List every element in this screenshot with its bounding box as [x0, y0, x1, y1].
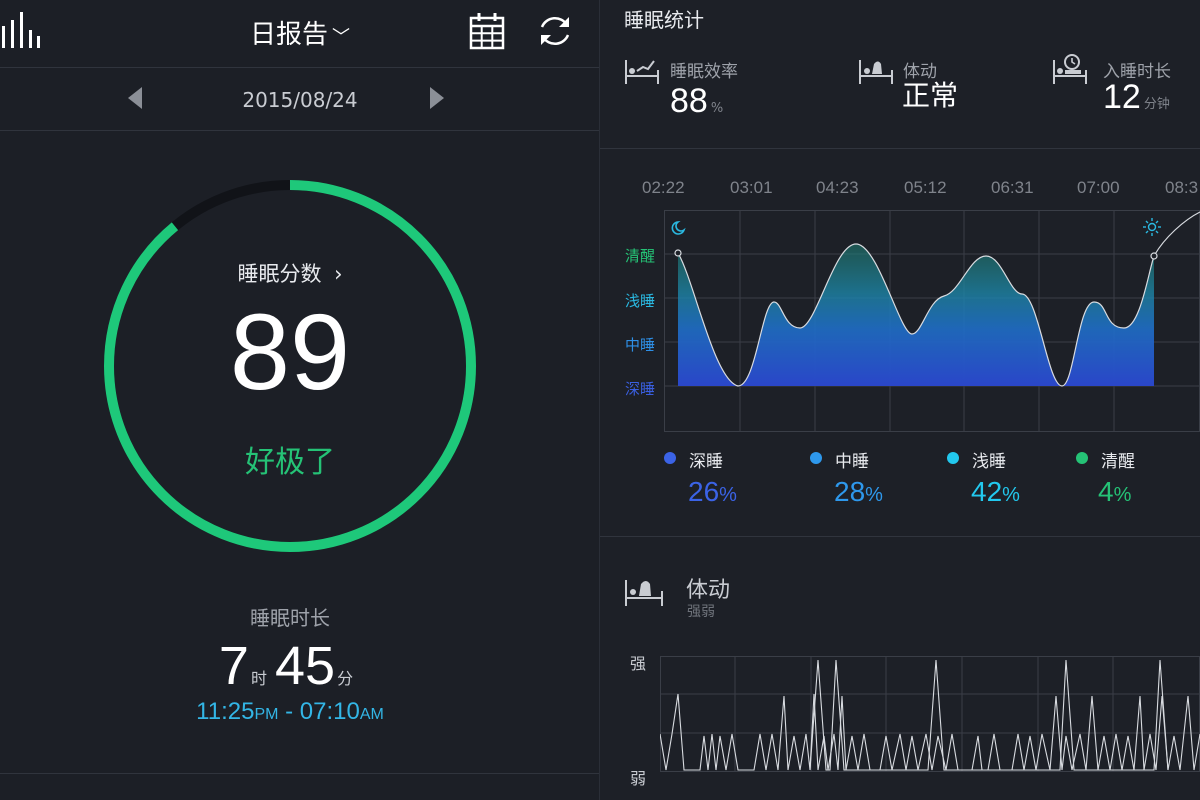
- legend-dot-light: [947, 452, 959, 464]
- time-separator: -: [278, 698, 300, 725]
- efficiency-label: 睡眠效率: [670, 62, 738, 82]
- movement-chart: [660, 656, 1200, 772]
- legend-value-light: 42%: [971, 476, 1020, 508]
- legend-name-deep: 深睡: [689, 452, 723, 472]
- wake-marker: [1150, 252, 1158, 260]
- time-tick: 06:31: [991, 178, 1034, 197]
- legend-name-medium: 中睡: [835, 452, 869, 472]
- moon-icon: [671, 221, 686, 235]
- time-axis: 02:22 03:01 04:23 05:12 06:31 07:00 08:3: [600, 178, 1200, 202]
- movement-label: 体动: [903, 62, 937, 82]
- legend-divider: [600, 536, 1200, 537]
- date-divider: [0, 130, 600, 131]
- bar-stats-icon[interactable]: [0, 12, 42, 50]
- sleep-stage-line: [677, 211, 1200, 387]
- sleep-time-range: 11:25PM - 07:10AM: [140, 698, 440, 726]
- chevron-right-icon: ›: [334, 262, 343, 286]
- efficiency-value: 88: [670, 82, 708, 120]
- calendar-icon[interactable]: [469, 12, 505, 50]
- duration-hours: 7: [218, 636, 249, 696]
- movement-strong-label: 强: [630, 654, 647, 673]
- legend-number: 26: [688, 476, 720, 507]
- legend-number: 42: [971, 476, 1003, 507]
- sleep-end-ampm: AM: [359, 706, 384, 723]
- sleep-score-link[interactable]: 睡眠分数 ›: [190, 258, 390, 288]
- legend-name-light: 浅睡: [972, 452, 1006, 472]
- sleep-score-ring: [104, 180, 476, 552]
- sleep-score-value: 89: [229, 291, 351, 412]
- panel-divider: [599, 0, 600, 800]
- stage-label-medium: 中睡: [625, 336, 656, 354]
- bottom-divider: [0, 773, 600, 774]
- bed-movement-icon: [858, 56, 894, 86]
- stage-legend: 深睡 26% 中睡 28% 浅睡 42% 清醒 4%: [664, 444, 1184, 514]
- time-tick: 02:22: [642, 178, 685, 197]
- movement-spikes: [809, 659, 1169, 771]
- previous-day-button[interactable]: [128, 87, 142, 109]
- stats-divider: [600, 148, 1200, 149]
- duration-minutes: 45: [274, 636, 336, 696]
- duration-hours-unit: 时: [250, 669, 267, 688]
- time-tick: 07:00: [1077, 178, 1120, 197]
- refresh-icon[interactable]: [536, 12, 574, 50]
- legend-dot-deep: [664, 452, 676, 464]
- legend-unit: %: [719, 484, 737, 506]
- fall-asleep-value-group: 12 分钟: [1103, 80, 1170, 114]
- movement-chart-title: 体动: [686, 578, 731, 603]
- efficiency-unit: %: [710, 101, 724, 116]
- legend-unit: %: [1002, 484, 1020, 506]
- time-tick: 03:01: [730, 178, 773, 197]
- bed-clock-icon: [1052, 52, 1088, 86]
- sleep-start-marker: [674, 249, 682, 257]
- legend-value-awake: 4%: [1098, 476, 1131, 508]
- sleep-duration-label: 睡眠时长: [250, 606, 330, 630]
- sleep-score-rating: 好极了: [245, 445, 335, 480]
- legend-value-medium: 28%: [834, 476, 883, 508]
- next-day-button[interactable]: [430, 87, 444, 109]
- sleep-end-time: 07:10: [299, 698, 360, 725]
- report-type-label: 日报告: [249, 20, 328, 50]
- fall-asleep-value: 12: [1103, 78, 1141, 116]
- legend-name-awake: 清醒: [1101, 452, 1135, 472]
- legend-number: 4: [1098, 476, 1114, 507]
- sleep-stats-panel: 睡眠统计 睡眠效率 88% 体动 正常: [600, 0, 1200, 800]
- sleep-stage-area: [678, 244, 1154, 386]
- bed-movement-icon: [624, 574, 664, 608]
- stage-label-light: 浅睡: [625, 292, 656, 310]
- sleep-start-time: 11:25: [196, 698, 255, 725]
- time-tick: 04:23: [816, 178, 859, 197]
- fall-asleep-label: 入睡时长: [1103, 62, 1171, 82]
- legend-unit: %: [865, 484, 883, 506]
- movement-chart-subtitle: 强弱: [687, 604, 715, 620]
- duration-minutes-unit: 分: [337, 669, 354, 688]
- fall-asleep-unit: 分钟: [1143, 97, 1170, 112]
- bed-efficiency-icon: [624, 56, 660, 86]
- movement-value: 正常: [902, 79, 959, 112]
- legend-unit: %: [1113, 484, 1132, 506]
- sun-icon: [1143, 218, 1161, 236]
- sleep-score-label: 睡眠分数: [237, 262, 322, 286]
- report-type-dropdown[interactable]: 日报告 ﹀: [200, 14, 400, 51]
- legend-value-deep: 26%: [688, 476, 737, 508]
- legend-dot-awake: [1076, 452, 1088, 464]
- sleep-stage-chart: [664, 210, 1200, 432]
- stage-label-deep: 深睡: [625, 380, 656, 398]
- legend-dot-medium: [810, 452, 822, 464]
- legend-number: 28: [834, 476, 866, 507]
- sleep-duration: 7 时 45 分: [140, 635, 440, 697]
- time-tick: 08:3: [1165, 178, 1199, 197]
- daily-report-panel: 日报告 ﹀ 2015/08/24 睡眠分数: [0, 12, 600, 774]
- movement-line: [660, 693, 1200, 771]
- report-date: 2015/08/24: [242, 88, 358, 112]
- chevron-down-icon: ﹀: [332, 27, 350, 48]
- movement-weak-label: 弱: [630, 769, 647, 788]
- sleep-start-ampm: PM: [254, 706, 279, 723]
- time-tick: 05:12: [904, 178, 947, 197]
- efficiency-value-group: 88%: [670, 84, 723, 118]
- stage-label-awake: 清醒: [625, 247, 656, 265]
- sleep-stats-title: 睡眠统计: [624, 8, 704, 32]
- header-divider: [0, 67, 600, 68]
